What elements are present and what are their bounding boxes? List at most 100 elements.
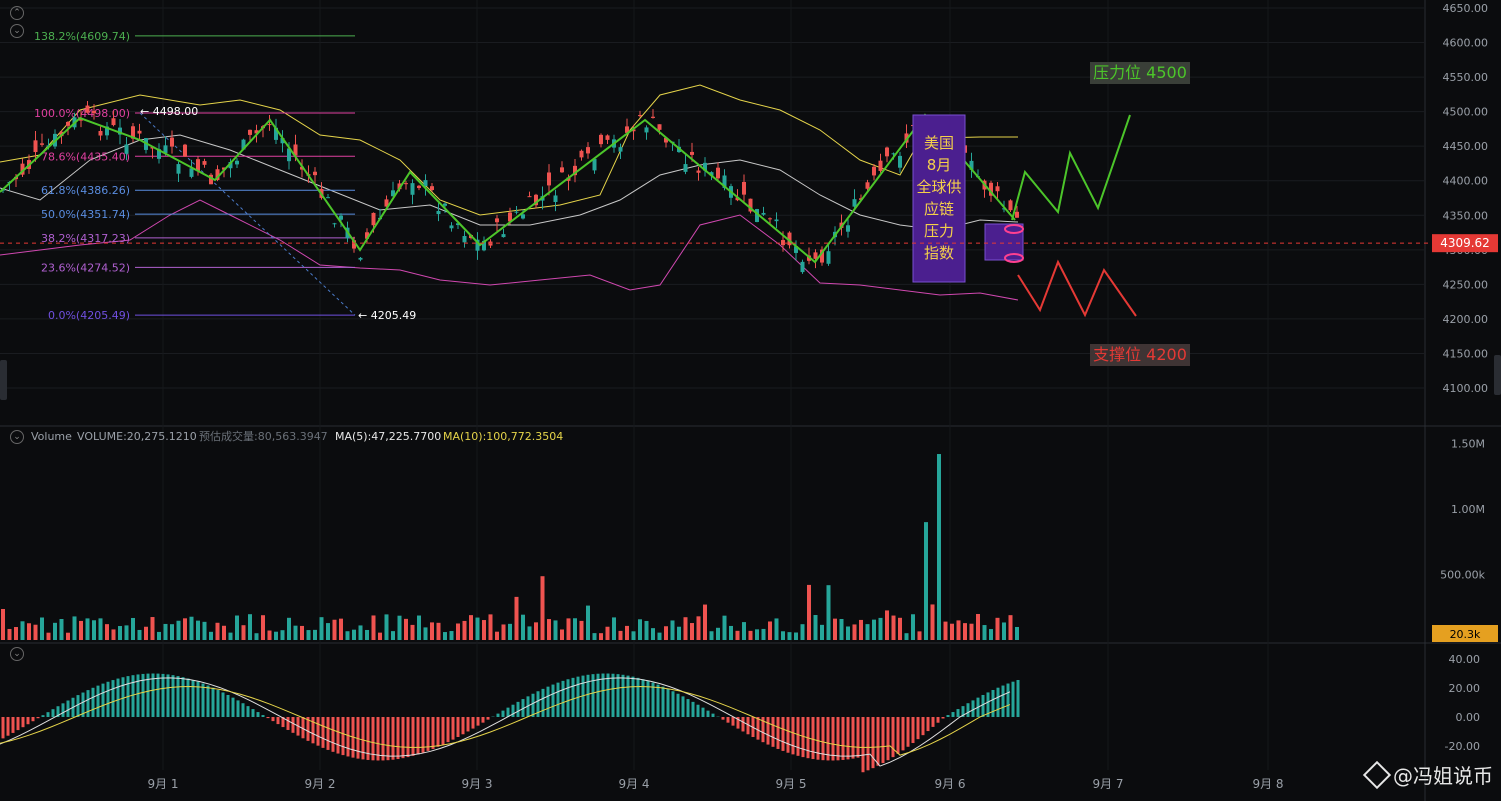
macd-histogram-bar <box>596 673 600 717</box>
macd-histogram-bar <box>946 715 950 717</box>
price-tick-label: 4600.00 <box>1443 37 1489 50</box>
volume-bar <box>92 620 96 640</box>
annotation-text: 8月 <box>927 156 952 174</box>
macd-histogram-bar <box>691 701 695 717</box>
volume-bar <box>807 584 811 640</box>
volume-bar <box>423 627 428 640</box>
macd-histogram-bar <box>621 674 625 717</box>
macd-histogram-bar <box>726 717 730 723</box>
macd-histogram-bar <box>431 717 435 749</box>
fib-level-label: 138.2%(4609.74) <box>34 30 130 43</box>
macd-histogram-bar <box>381 717 385 761</box>
macd-histogram-bar <box>211 687 215 717</box>
macd-histogram-bar <box>341 717 345 756</box>
price-tick-label: 4200.00 <box>1443 313 1489 326</box>
macd-histogram-bar <box>961 706 965 717</box>
collapse-icon[interactable]: ⌃ <box>10 6 24 20</box>
volume-bar <box>319 617 324 640</box>
macd-histogram-bar <box>821 717 825 761</box>
macd-histogram-bar <box>521 699 525 717</box>
right-scroll-handle[interactable] <box>1494 355 1501 395</box>
macd-histogram-bar <box>731 717 735 726</box>
macd-histogram-bar <box>516 701 520 717</box>
candle-body <box>98 130 103 136</box>
collapse-icon[interactable]: ⌄ <box>10 24 24 38</box>
macd-histogram-bar <box>251 709 255 717</box>
macd-histogram-bar <box>276 717 280 725</box>
candle-body <box>995 186 1000 192</box>
macd-histogram-bar <box>101 683 105 717</box>
volume-bar <box>820 624 824 640</box>
left-scroll-handle[interactable] <box>0 360 7 400</box>
macd-histogram-bar <box>441 717 445 745</box>
volume-bar <box>196 620 200 640</box>
volume-bar <box>371 615 376 640</box>
candle-body <box>404 183 408 185</box>
candle-body <box>326 197 330 199</box>
macd-histogram-bar <box>916 717 920 740</box>
date-tick-label: 9月 1 <box>147 777 178 791</box>
macd-histogram-bar <box>831 717 835 761</box>
volume-bar <box>573 618 577 640</box>
macd-histogram-bar <box>601 673 605 717</box>
fib-level-label: 61.8%(4386.26) <box>41 184 130 197</box>
zigzag-line <box>0 113 1016 264</box>
candle-body <box>969 160 974 170</box>
volume-bar <box>579 620 584 640</box>
bollinger-middle <box>0 134 1019 231</box>
volume-bar <box>995 617 1000 640</box>
candle-body <box>748 198 753 212</box>
date-tick-label: 9月 5 <box>775 777 806 791</box>
candle-body <box>124 144 129 154</box>
macd-histogram-bar <box>396 717 400 760</box>
volume-bar <box>514 596 519 640</box>
volume-bar <box>599 633 603 640</box>
macd-histogram-bar <box>781 717 785 751</box>
volume-bar <box>241 625 246 640</box>
macd-collapse-icon[interactable]: ⌄ <box>10 647 24 661</box>
volume-bar <box>508 623 512 640</box>
volume-bar <box>605 626 610 640</box>
candle-body <box>384 199 389 207</box>
macd-histogram-bar <box>746 717 750 735</box>
macd-histogram-bar <box>586 674 590 717</box>
volume-bar <box>384 614 389 640</box>
candle-body <box>813 252 818 259</box>
candle-body <box>709 172 714 176</box>
fib-level-label: 50.0%(4351.74) <box>41 208 130 221</box>
macd-histogram-bar <box>576 676 580 717</box>
candle-body <box>228 162 233 169</box>
candle-body <box>527 196 532 198</box>
volume-bar <box>943 621 948 640</box>
bollinger-lower <box>0 199 1019 301</box>
price-tick-label: 4450.00 <box>1443 140 1489 153</box>
volume-bar <box>1008 615 1013 640</box>
volume-bar <box>742 622 746 640</box>
volume-bar <box>748 630 753 640</box>
macd-histogram-bar <box>326 717 330 750</box>
volume-collapse-icon[interactable]: ⌄ <box>10 430 24 444</box>
macd-histogram-bar <box>241 703 245 717</box>
volume-bar <box>891 615 896 640</box>
macd-histogram-bar <box>561 680 565 717</box>
volume-bar <box>98 618 103 640</box>
macd-histogram-bar <box>36 717 40 719</box>
macd-histogram-bar <box>411 717 415 756</box>
macd-histogram-bar <box>266 717 270 719</box>
candle-body <box>820 249 824 263</box>
volume-bar <box>956 620 961 640</box>
volume-bar <box>417 615 421 640</box>
macd-histogram-bar <box>851 717 855 759</box>
macd-histogram-bar <box>551 684 555 717</box>
macd-line <box>0 677 1011 767</box>
candle-body <box>163 145 168 153</box>
macd-histogram-bar <box>256 712 260 717</box>
date-tick-label: 9月 2 <box>304 777 335 791</box>
macd-histogram-bar <box>811 717 815 760</box>
candle-body <box>202 161 207 165</box>
macd-histogram-bar <box>401 717 405 759</box>
candle-body <box>586 147 590 154</box>
resistance-label-bg <box>1090 62 1190 84</box>
candle-body <box>131 126 135 139</box>
